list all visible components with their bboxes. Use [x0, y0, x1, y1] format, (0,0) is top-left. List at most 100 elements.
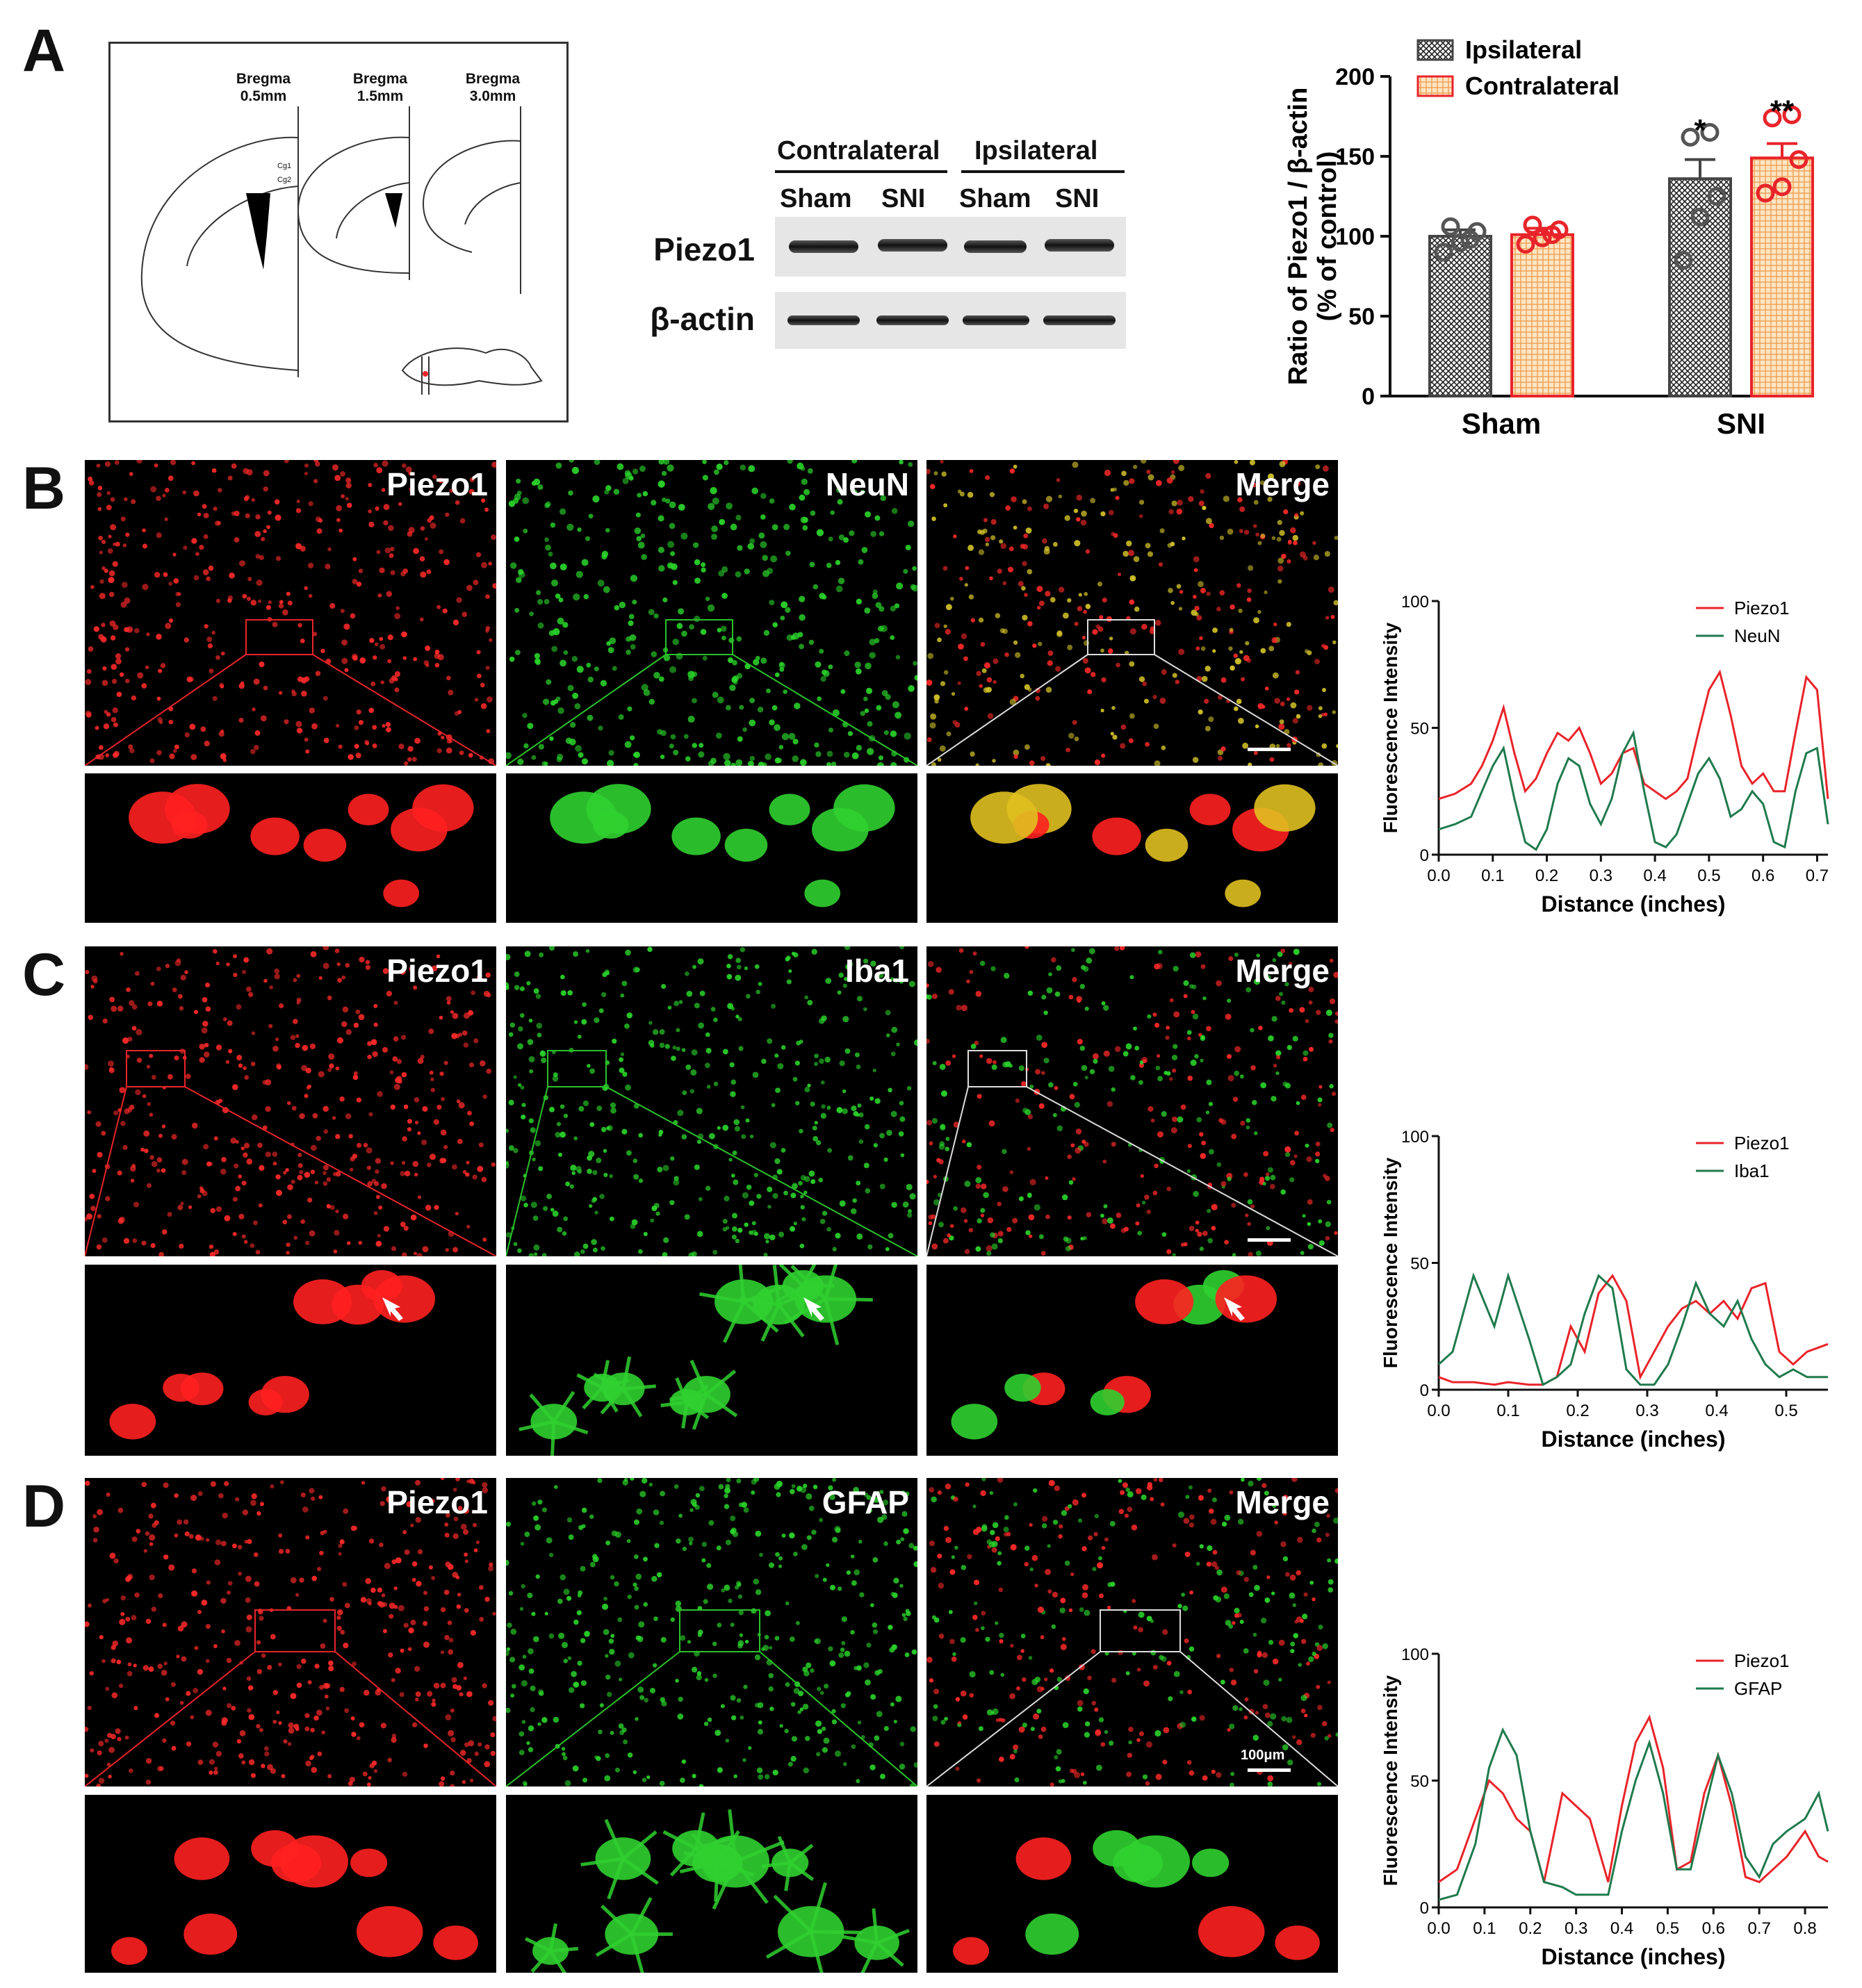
- micro-cell: [1006, 1226, 1012, 1233]
- zoom-cell: [532, 1937, 569, 1965]
- micro-cell: [656, 1572, 662, 1578]
- micro-cell: [811, 948, 817, 955]
- micro-cell: [973, 1601, 978, 1606]
- micro-cell: [157, 716, 163, 723]
- micro-cell: [533, 988, 539, 994]
- micro-cell: [760, 541, 767, 548]
- micro-cell: [939, 1064, 946, 1070]
- micro-cell: [1069, 1094, 1075, 1100]
- micro-cell: [149, 1542, 154, 1546]
- micro-cell: [1124, 1513, 1129, 1518]
- micro-cell: [856, 1779, 860, 1784]
- micro-cell: [314, 1181, 319, 1185]
- micro-cell: [891, 1026, 898, 1033]
- micro-cell: [1248, 1251, 1253, 1256]
- micro-cell: [840, 1703, 846, 1709]
- micro-cell: [908, 1543, 915, 1549]
- micro-cell: [784, 1729, 789, 1734]
- micro-cell: [713, 1017, 718, 1022]
- micro-cell: [1143, 698, 1149, 704]
- micro-cell: [949, 1569, 956, 1575]
- zoom-line-left: [85, 654, 247, 766]
- micro-cell: [1075, 1147, 1081, 1154]
- micro-cell: [1040, 1726, 1047, 1732]
- micro-cell: [329, 1063, 334, 1069]
- micro-cell: [463, 1507, 470, 1514]
- micro-cell: [913, 661, 917, 666]
- micro-cell: [1307, 1222, 1312, 1226]
- micro-cell: [1171, 500, 1177, 507]
- micro-cell: [165, 623, 172, 630]
- bar-legend-label: Contralateral: [1465, 72, 1619, 100]
- micro-cell: [238, 717, 244, 723]
- micro-cell: [191, 461, 195, 466]
- micro-cell: [1230, 604, 1235, 610]
- zoom-cells: [525, 1809, 910, 1973]
- micro-cell: [224, 1481, 229, 1486]
- micro-cell: [1022, 561, 1027, 566]
- micro-cell: [327, 1774, 332, 1779]
- bregma-1-value: 0.5mm: [240, 88, 287, 105]
- micro-cell: [814, 742, 819, 748]
- micro-cell: [705, 596, 710, 602]
- micro-cell: [1121, 470, 1127, 477]
- micro-cell: [1207, 1238, 1214, 1244]
- micro-cell: [320, 1643, 326, 1649]
- micro-cell: [1028, 1656, 1033, 1660]
- micro-cell: [468, 1010, 474, 1016]
- bar-category-label: SNI: [1717, 407, 1765, 440]
- micro-cell: [713, 469, 719, 475]
- micro-cell: [518, 1026, 523, 1032]
- micro-cell: [735, 571, 742, 577]
- micro-cell: [986, 1709, 993, 1716]
- micro-cell: [238, 1063, 243, 1068]
- micro-cell: [1126, 1771, 1132, 1777]
- micro-cell: [717, 696, 724, 704]
- micro-cell: [701, 1558, 706, 1563]
- micro-cell: [609, 1648, 615, 1655]
- micro-cell: [1219, 535, 1225, 541]
- micro-cell: [1007, 566, 1014, 573]
- micro-cell: [599, 1194, 605, 1199]
- micro-cell: [112, 1640, 119, 1647]
- micro-cell: [852, 1198, 857, 1203]
- micro-cell: [689, 1089, 695, 1094]
- micro-cell: [1195, 1220, 1200, 1225]
- micro-cell: [332, 1116, 336, 1120]
- micro-cell: [446, 747, 452, 754]
- micro-cell: [985, 1636, 990, 1642]
- micro-cell: [1129, 627, 1136, 635]
- micro-cell: [667, 541, 675, 548]
- micro-cell: [250, 600, 257, 606]
- micro-cell: [648, 1021, 653, 1025]
- micro-cell: [751, 1229, 757, 1235]
- bar-contralateral-sni: [1750, 156, 1814, 398]
- micro-cell: [1274, 1520, 1278, 1525]
- micrograph-d-piezo1-zoom: [85, 1795, 496, 1973]
- micro-cell: [205, 1659, 210, 1663]
- micro-cell: [779, 1724, 783, 1728]
- micro-cell: [681, 1048, 686, 1053]
- micro-cell: [926, 1179, 929, 1185]
- micrograph-d-piezo1-overview: Piezo1: [85, 1478, 496, 1786]
- blot-group-ipsilateral-rule: [961, 170, 1125, 173]
- micro-cell: [1308, 987, 1314, 993]
- micro-cell: [667, 1005, 672, 1010]
- micro-cell: [1299, 1007, 1305, 1013]
- profile-x-tick-label: 0.4: [1610, 1919, 1633, 1938]
- micro-cell: [120, 516, 126, 522]
- micro-cell: [582, 1002, 587, 1007]
- micro-cell: [989, 1490, 994, 1495]
- micro-cell: [587, 1155, 593, 1161]
- micro-cell: [628, 614, 635, 620]
- micro-cell: [125, 532, 130, 537]
- micro-cell: [516, 478, 521, 484]
- micro-cell: [1009, 1754, 1015, 1760]
- micro-cell: [575, 745, 582, 752]
- micro-cell: [479, 1617, 484, 1622]
- micro-cell: [524, 1531, 530, 1538]
- micro-cell: [927, 960, 934, 967]
- micro-cell: [1257, 703, 1264, 709]
- micro-cell: [1266, 1575, 1271, 1579]
- micro-cell: [340, 1629, 345, 1635]
